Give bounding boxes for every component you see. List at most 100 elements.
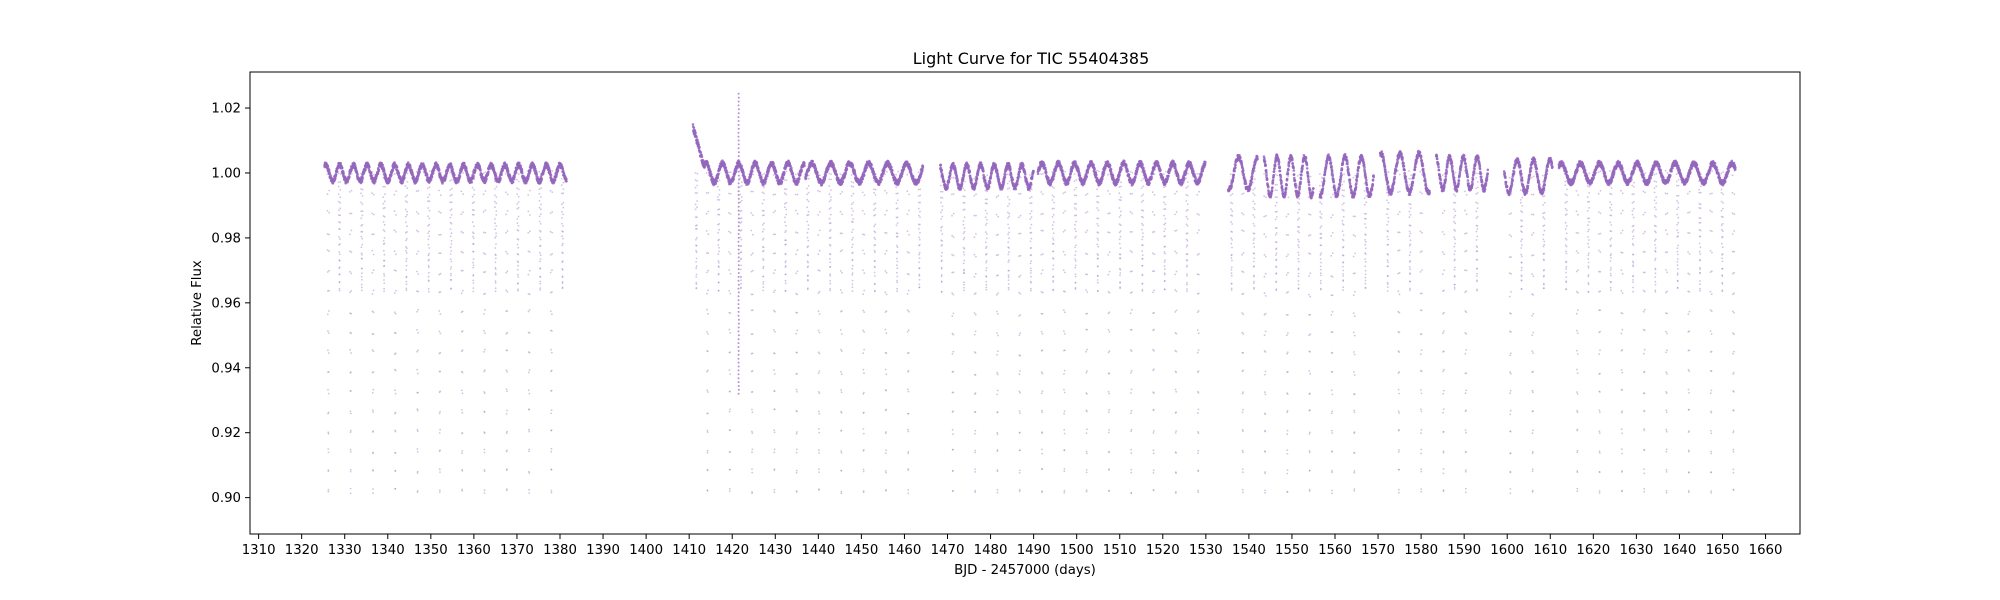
flux-point [361,176,365,179]
flux-point [984,231,987,234]
flux-point [997,178,1001,182]
flux-point [862,448,865,451]
flux-point [449,194,452,197]
flux-point [562,237,564,240]
flux-point [885,310,888,312]
flux-point [394,352,397,355]
flux-point [807,200,810,203]
flux-point [382,202,385,205]
flux-point [428,230,431,233]
flux-point [740,164,743,168]
flux-point [985,261,987,264]
flux-point [699,151,703,154]
flux-point [394,392,397,395]
flux-point [976,173,979,177]
flux-point [427,280,430,282]
flux-point [728,369,731,372]
flux-point [785,170,788,173]
flux-point [829,213,832,216]
flux-point [985,280,988,283]
flux-point [395,190,398,193]
flux-point [462,211,464,214]
flux-point [561,268,564,271]
flux-point [427,232,430,235]
flux-point [963,216,966,219]
flux-point [517,238,520,241]
flux-point [520,171,524,175]
flux-point [350,312,353,315]
flux-point [707,164,711,168]
flux-point [516,203,519,205]
flux-point [774,269,776,271]
flux-point [449,258,452,260]
flux-point [740,251,743,254]
flux-point [428,266,430,269]
flux-point [361,267,363,270]
flux-point [819,174,821,177]
flux-point [415,211,418,213]
flux-point [751,309,754,311]
flux-point [505,231,507,234]
flux-point [405,276,408,279]
flux-point [438,189,440,192]
flux-point [707,252,710,255]
flux-point [427,254,430,257]
flux-point [985,222,988,225]
flux-point [1018,410,1021,412]
flux-point [695,244,698,247]
flux-point [528,428,530,431]
flux-point [763,214,765,217]
flux-point [463,161,466,165]
flux-point [773,448,776,451]
flux-point [984,189,987,192]
flux-point [885,489,887,492]
flux-point [427,215,429,218]
flux-point [339,238,341,241]
flux-point [394,488,397,490]
flux-point [483,489,486,492]
flux-point [973,333,976,336]
flux-point [986,190,988,193]
flux-point [918,228,920,230]
flux-point [729,331,732,334]
flux-point [740,229,743,231]
flux-point [948,177,951,180]
flux-point [962,175,964,178]
flux-point [874,194,877,196]
flux-point [941,176,944,179]
flux-point [795,451,798,454]
flux-point [561,222,563,225]
flux-point [760,176,763,180]
flux-point [863,348,865,351]
flux-point [902,167,906,171]
flux-point [528,251,531,253]
flux-point [985,267,988,269]
flux-point [561,280,564,283]
flux-point [540,196,542,198]
flux-point [762,280,765,283]
flux-point [383,264,386,267]
flux-point [361,223,364,226]
flux-point [761,224,764,226]
flux-point [406,225,408,228]
flux-point [494,200,496,203]
flux-point [718,246,720,249]
flux-point [952,271,955,274]
flux-point [750,212,753,214]
flux-point [918,267,921,270]
flux-point [550,348,552,351]
flux-point [806,206,809,209]
flux-point [361,272,363,274]
flux-point [529,189,531,192]
flux-point [763,186,765,189]
flux-point [940,255,943,257]
flux-point [851,246,853,249]
flux-point [784,202,786,205]
flux-point [974,429,977,432]
flux-point [350,290,353,292]
flux-point [729,373,732,375]
flux-point [963,189,966,192]
flux-point [997,313,999,315]
flux-point [829,273,831,276]
flux-point [461,389,463,392]
